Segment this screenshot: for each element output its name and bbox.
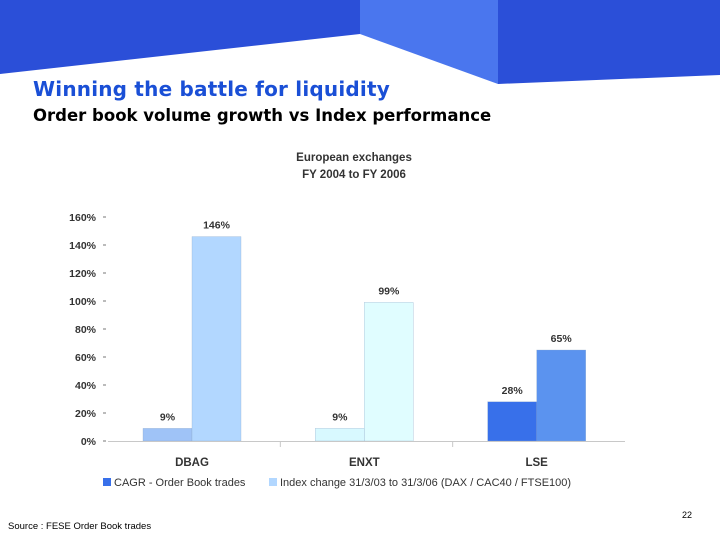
category-label: LSE [525, 457, 548, 469]
data-label: 28% [502, 385, 524, 397]
y-tick-label: 160% [69, 212, 97, 224]
chart-title: European exchanges [296, 152, 412, 164]
header-band-right [498, 0, 720, 84]
y-tick-label: 20% [75, 408, 97, 420]
bar-chart: European exchanges FY 2004 to FY 2006 0%… [69, 152, 625, 489]
header-band [0, 0, 720, 84]
page-number: 22 [682, 510, 693, 520]
bar [536, 349, 586, 442]
category-label: ENXT [349, 457, 380, 469]
category-label: DBAG [175, 457, 209, 469]
legend-label: CAGR - Order Book trades [114, 477, 246, 489]
legend: CAGR - Order Book trades Index change 31/… [103, 477, 571, 489]
bar [487, 401, 537, 442]
y-tick-label: 40% [75, 380, 97, 392]
bar [364, 302, 414, 442]
y-tick-label: 140% [69, 240, 97, 252]
header-band-left [0, 0, 360, 74]
data-label: 65% [551, 333, 573, 345]
source-note: Source : FESE Order Book trades [8, 521, 152, 532]
bar [191, 236, 242, 442]
slide-subtitle: Order book volume growth vs Index perfor… [33, 106, 492, 125]
legend-label: Index change 31/3/03 to 31/3/06 (DAX / C… [280, 477, 571, 489]
y-tick-label: 120% [69, 268, 97, 280]
y-tick-label: 80% [75, 324, 97, 336]
y-tick-label: 100% [69, 296, 97, 308]
slide-title: Winning the battle for liquidity [33, 77, 390, 101]
data-label: 9% [332, 411, 348, 423]
data-label: 146% [203, 220, 231, 232]
data-label: 9% [160, 411, 176, 423]
data-label: 99% [378, 285, 400, 297]
bar [315, 428, 365, 442]
legend-swatch [269, 478, 277, 486]
header-band-middle [360, 0, 498, 84]
y-tick-label: 0% [81, 436, 97, 448]
chart-subtitle: FY 2004 to FY 2006 [302, 169, 406, 181]
y-axis: 0% 20% 40% 60% 80% 100% 120% 140% 160% [69, 212, 106, 448]
x-axis: DBAG ENXT LSE [108, 441, 625, 469]
bar [142, 428, 193, 442]
legend-swatch [103, 478, 111, 486]
y-tick-label: 60% [75, 352, 97, 364]
bars: 9% 146% 9% 99% 28% 65% [142, 220, 586, 442]
